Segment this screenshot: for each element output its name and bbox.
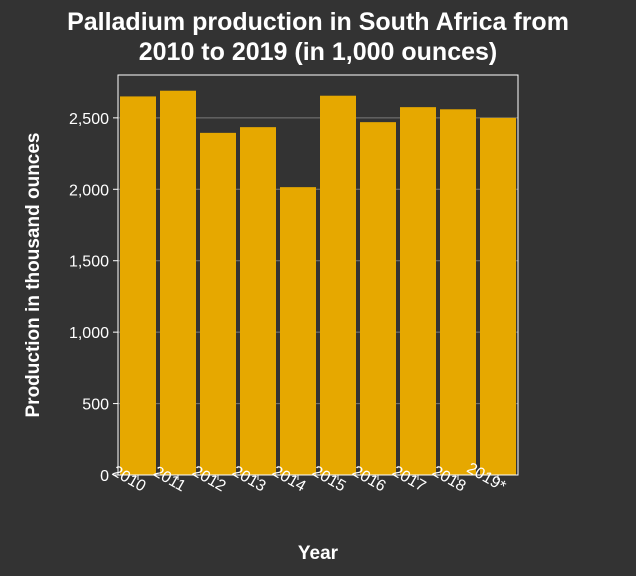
x-axis-title: Year [298, 543, 339, 564]
bars [120, 90, 516, 476]
bar [440, 109, 476, 476]
y-axis: 0 500 1,000 1,500 2,000 2,500 [69, 111, 118, 485]
y-tick-label: 1,000 [69, 325, 109, 342]
bar [160, 90, 196, 475]
y-tick-label: 500 [82, 397, 109, 414]
chart-title-line-2: 2010 to 2019 (in 1,000 ounces) [139, 38, 498, 66]
bar [280, 187, 316, 475]
bar [480, 117, 516, 475]
y-tick-label: 0 [100, 468, 109, 485]
bar [120, 96, 156, 475]
bar [320, 95, 356, 475]
bar [240, 127, 276, 476]
plot-frame [117, 74, 519, 476]
bar [400, 107, 436, 476]
y-tick-label: 2,500 [69, 111, 109, 128]
y-tick-label: 2,000 [69, 182, 109, 199]
y-axis-title: Production in thousand ounces [23, 133, 44, 418]
bar [200, 132, 236, 475]
y-tick-label: 1,500 [69, 254, 109, 271]
bar [360, 122, 396, 476]
chart-title-line-1: Palladium production in South Africa fro… [67, 8, 569, 36]
